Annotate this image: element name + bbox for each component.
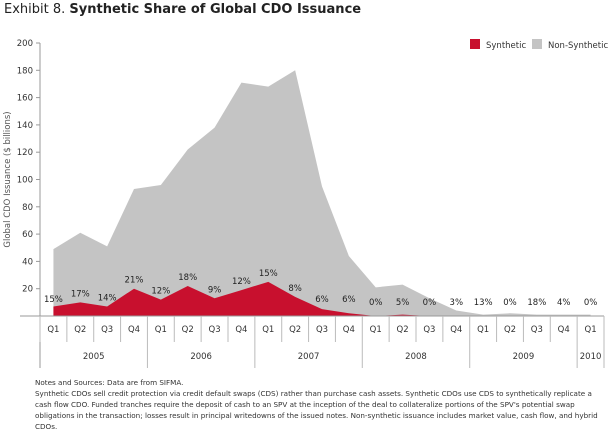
legend: Synthetic Non-Synthetic <box>470 39 608 51</box>
data-label: 15% <box>259 269 278 279</box>
x-tick-label: Q3 <box>423 325 435 335</box>
data-label: 18% <box>178 273 197 283</box>
data-label: 17% <box>71 289 90 299</box>
data-label: 0% <box>584 298 598 308</box>
y-tick-label: 180 <box>17 66 33 76</box>
notes: Notes and Sources: Data are from SIFMA. … <box>35 377 605 432</box>
data-label: 4% <box>557 298 571 308</box>
notes-source-label: Notes and Sources: <box>35 378 105 387</box>
legend-swatch <box>470 39 480 49</box>
notes-source-text: Data are from SIFMA. <box>107 378 183 387</box>
year-label: 2007 <box>298 352 320 362</box>
x-tick-label: Q1 <box>262 325 274 335</box>
x-tick-label: Q1 <box>585 325 597 335</box>
x-tick-label: Q3 <box>101 325 113 335</box>
year-label: 2010 <box>580 352 602 362</box>
x-tick-label: Q4 <box>235 325 247 335</box>
year-label: 2005 <box>83 352 105 362</box>
x-tick-label: Q3 <box>316 325 328 335</box>
y-axis-label: Global CDO Issuance ($ billions) <box>3 111 13 247</box>
year-label: 2009 <box>513 352 535 362</box>
x-tick-label: Q2 <box>504 325 516 335</box>
data-label: 18% <box>527 298 546 308</box>
x-tick-label: Q4 <box>128 325 140 335</box>
data-label: 8% <box>288 284 302 294</box>
y-tick-label: 120 <box>17 148 33 158</box>
data-label: 0% <box>369 298 383 308</box>
x-tick-label: Q1 <box>477 325 489 335</box>
data-label: 0% <box>503 298 517 308</box>
legend-item-non-synthetic: Non-Synthetic <box>532 39 608 51</box>
y-tick-label: 80 <box>22 203 33 213</box>
year-label: 2006 <box>190 352 212 362</box>
x-tick-label: Q2 <box>289 325 301 335</box>
y-tick-label: 140 <box>17 121 33 131</box>
data-label: 5% <box>396 298 410 308</box>
legend-item-synthetic: Synthetic <box>470 39 526 51</box>
x-tick-label: Q4 <box>343 325 355 335</box>
legend-label: Non-Synthetic <box>548 41 608 51</box>
legend-label: Synthetic <box>486 41 526 51</box>
x-tick-label: Q3 <box>531 325 543 335</box>
x-tick-label: Q1 <box>370 325 382 335</box>
x-tick-label: Q1 <box>155 325 167 335</box>
data-label: 6% <box>315 295 329 305</box>
data-label: 3% <box>450 298 464 308</box>
notes-source: Notes and Sources: Data are from SIFMA. <box>35 377 605 388</box>
x-tick-label: Q2 <box>397 325 409 335</box>
x-tick-label: Q3 <box>209 325 221 335</box>
y-tick-label: 20 <box>22 285 33 295</box>
x-tick-label: Q2 <box>74 325 86 335</box>
data-label: 12% <box>151 287 170 297</box>
x-tick-label: Q2 <box>182 325 194 335</box>
x-tick-label: Q4 <box>558 325 570 335</box>
data-label: 21% <box>125 276 144 286</box>
notes-body: Synthetic CDOs sell credit protection vi… <box>35 388 605 432</box>
chart: 20 40 60 80 100 120 140 160 180 200 Global CDO Iss… <box>0 0 610 375</box>
y-tick-label: 200 <box>17 39 33 49</box>
x-tick-label: Q4 <box>450 325 462 335</box>
y-tick-label: 160 <box>17 94 33 104</box>
y-tick-label: 60 <box>22 230 33 240</box>
legend-swatch <box>532 39 542 49</box>
data-label: 13% <box>474 298 493 308</box>
data-label: 6% <box>342 295 356 305</box>
data-label: 9% <box>208 285 222 295</box>
data-label: 12% <box>232 277 251 287</box>
data-label: 14% <box>98 293 117 303</box>
year-label: 2008 <box>405 352 427 362</box>
data-label: 0% <box>423 298 437 308</box>
data-label: 15% <box>44 295 63 305</box>
y-tick-label: 100 <box>17 176 33 186</box>
y-tick-label: 40 <box>22 257 33 267</box>
x-tick-label: Q1 <box>47 325 59 335</box>
